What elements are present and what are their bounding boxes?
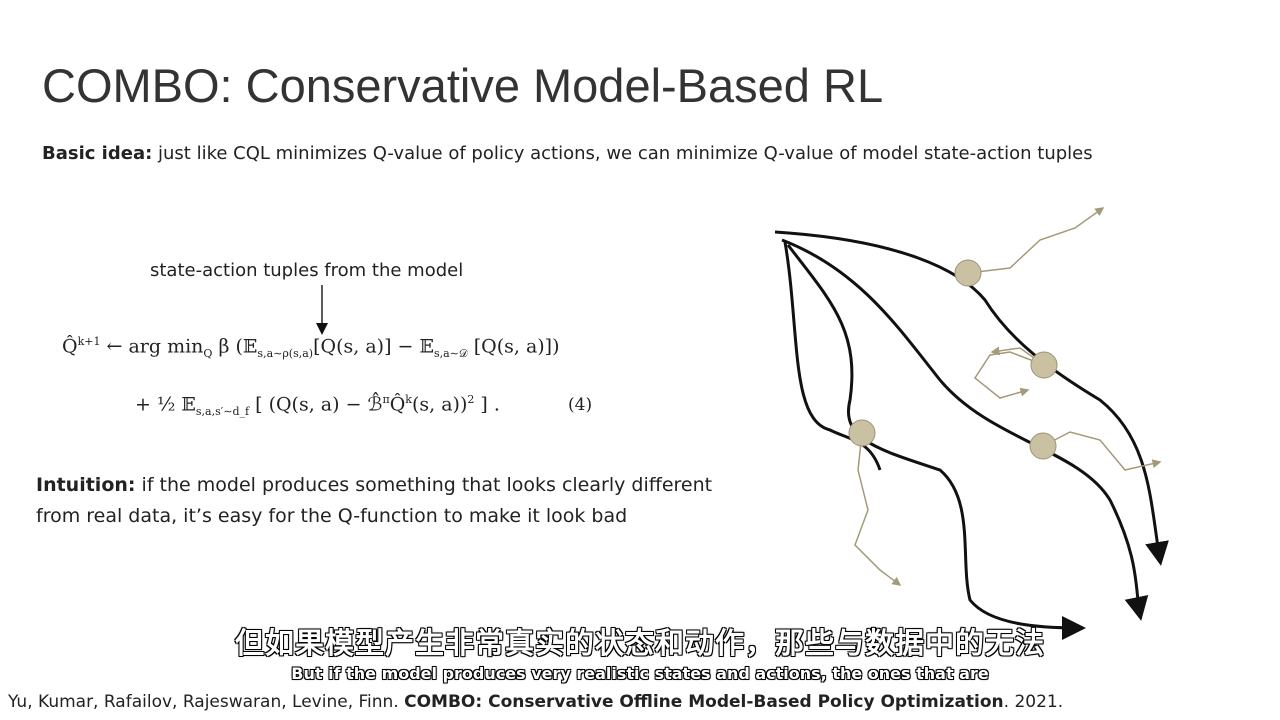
equation-part: (s, a)) <box>411 393 468 416</box>
equation-line: + ½ 𝔼s,a,s′∼d_f [ (Q(s, a) − ℬ̂πQ̂k(s, a… <box>135 393 500 418</box>
equation-part: ← arg min <box>100 335 204 358</box>
year: . 2021. <box>1003 692 1064 712</box>
authors: Yu, Kumar, Rafailov, Rajeswaran, Levine,… <box>8 692 405 712</box>
basic-idea: Basic idea: just like CQL minimizes Q-va… <box>42 143 1093 164</box>
equation-part: [Q(s, a)]) <box>467 335 560 358</box>
trajectories <box>774 230 1169 640</box>
equation-part: s,a∼𝒟 <box>433 347 468 361</box>
equation-line: Q̂k+1 ← arg minQ β (𝔼s,a∼ρ(s,a)[Q(s, a)]… <box>62 335 560 361</box>
equation-part: s,a,s′∼d_f <box>195 405 250 419</box>
equation-part: Q̂ <box>62 335 78 358</box>
equation-part: + ½ 𝔼 <box>135 393 196 416</box>
equation-part: 2 <box>467 393 475 406</box>
equation-part: s,a∼ρ(s,a) <box>257 347 314 361</box>
states <box>848 259 1058 460</box>
subtitle-en: But if the model produces very realistic… <box>291 664 989 683</box>
label: Intuition: <box>36 474 136 496</box>
text: from real data, it’s easy for the Q-func… <box>36 505 628 527</box>
equation-part: ] . <box>474 393 500 416</box>
equation-part: [Q(s, a)] − 𝔼 <box>313 335 434 358</box>
equation-part: [ (Q(s, a) − ℬ̂ <box>249 393 383 416</box>
equation-part: k+1 <box>77 335 101 348</box>
paper-title: COMBO: Conservative Offline Model-Based … <box>404 692 1004 712</box>
intuition: Intuition: if the model produces somethi… <box>36 470 712 532</box>
model-rollouts <box>854 207 1162 586</box>
equation-number: (4) <box>568 395 593 415</box>
equation-part: π <box>382 393 390 406</box>
label: Basic idea: <box>42 143 153 164</box>
text: just like CQL minimizes Q-value of polic… <box>152 143 1093 164</box>
annotation: state-action tuples from the model <box>150 260 464 281</box>
equation-part: k <box>405 393 412 406</box>
equation-part: β (𝔼 <box>212 335 258 358</box>
subtitle-zh: 但如果模型产生非常真实的状态和动作，那些与数据中的无法 <box>234 626 1045 660</box>
slide-title: COMBO: Conservative Model-Based RL <box>42 59 884 112</box>
citation: Yu, Kumar, Rafailov, Rajeswaran, Levine,… <box>8 692 1063 712</box>
text: if the model produces something that loo… <box>135 474 713 496</box>
equation-part: Q <box>203 347 213 361</box>
equation-part: Q̂ <box>389 393 406 416</box>
